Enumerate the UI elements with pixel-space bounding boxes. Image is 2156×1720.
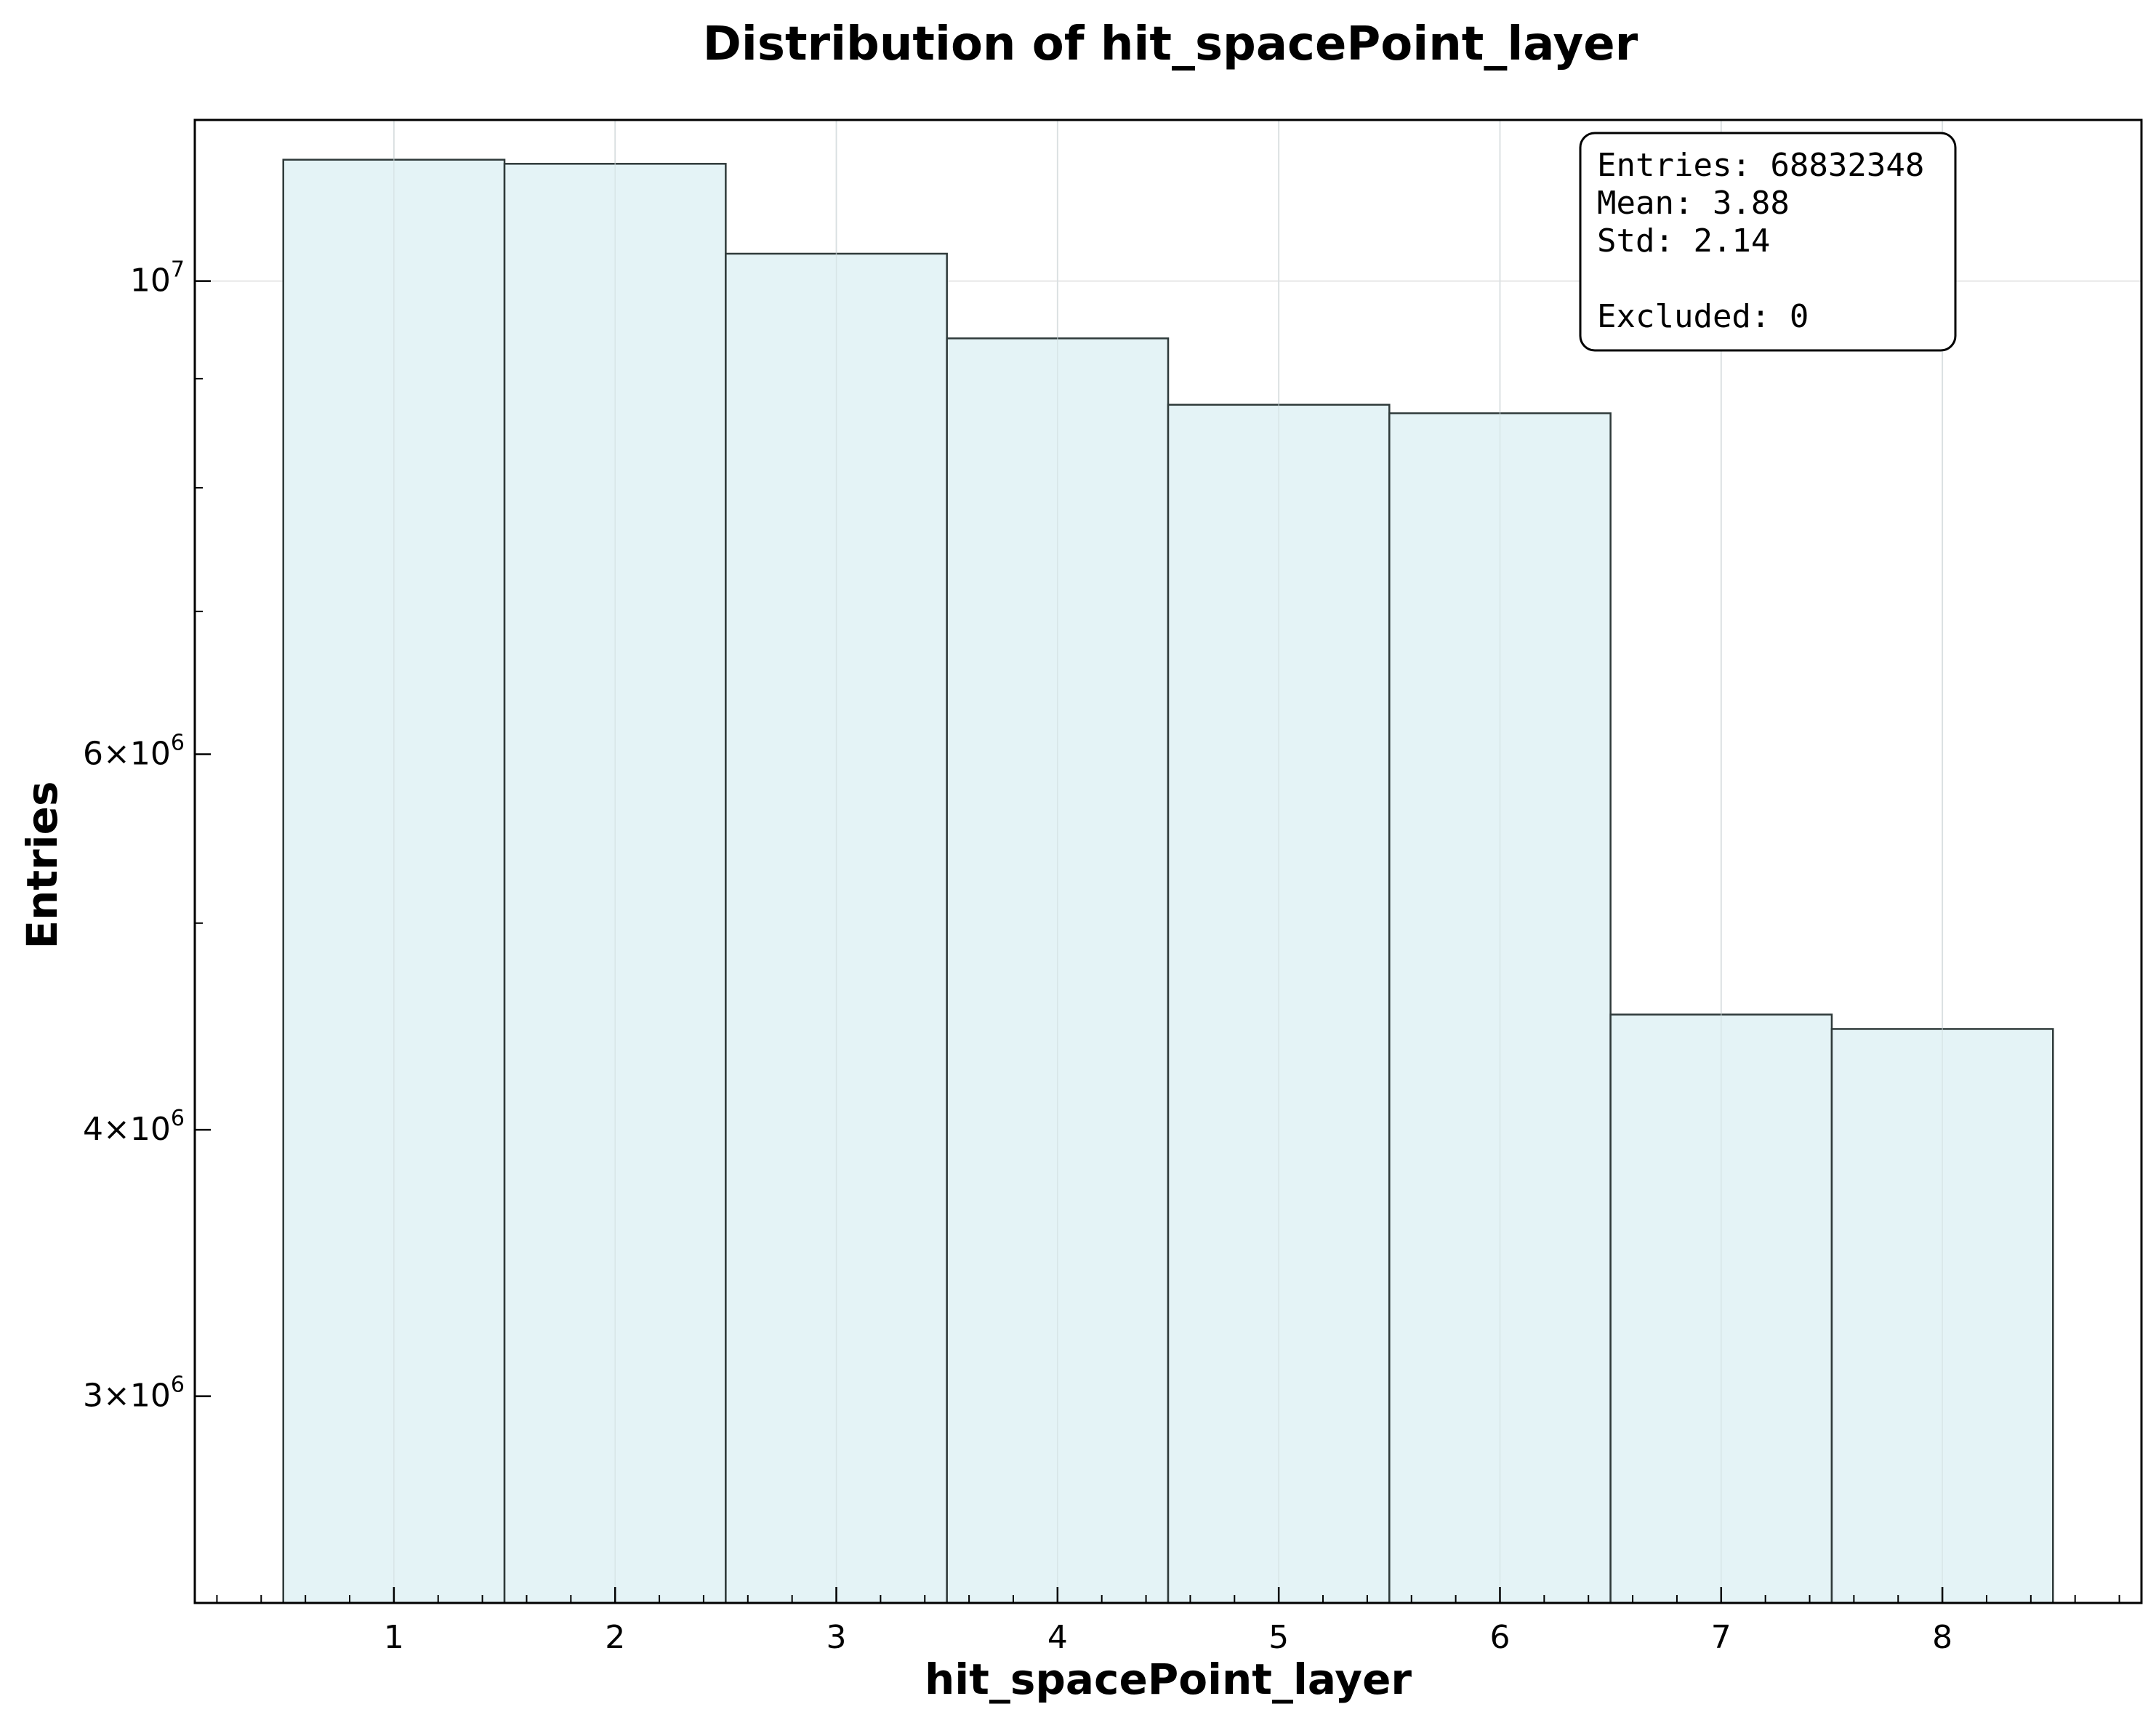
x-tick-label: 5 — [1268, 1619, 1289, 1656]
y-tick-label: 6×106 — [83, 731, 185, 773]
y-tick-label: 4×106 — [83, 1106, 185, 1148]
stats-box-frame — [1579, 132, 1957, 352]
stats-line: Std: 2.14 — [1597, 222, 1770, 260]
x-tick-label: 1 — [384, 1619, 404, 1656]
x-tick-label: 8 — [1932, 1619, 1952, 1656]
y-axis-label: Entries — [17, 781, 67, 949]
x-tick-label: 6 — [1489, 1619, 1510, 1656]
x-tick-label: 7 — [1711, 1619, 1731, 1656]
y-tick-label: 3×106 — [83, 1373, 185, 1415]
x-tick-label: 2 — [605, 1619, 625, 1656]
x-tick-label: 3 — [826, 1619, 847, 1656]
stats-line: Entries: 68832348 — [1597, 147, 1924, 184]
plot-frame — [193, 118, 2143, 1604]
stats-line: Mean: 3.88 — [1597, 185, 1790, 222]
y-tick-label: 107 — [130, 257, 185, 300]
x-tick-label: 4 — [1047, 1619, 1068, 1656]
bars-layer — [282, 120, 2054, 1604]
ticks-layer: 1 2 3 4 5 6 7 8 3×106 4×106 6×106 107 — [83, 257, 2120, 1656]
x-axis-label: hit_spacePoint_layer — [925, 1655, 1412, 1704]
chart-title: Distribution of hit_spacePoint_layer — [703, 17, 1638, 71]
stats-line: Excluded: 0 — [1597, 298, 1809, 335]
